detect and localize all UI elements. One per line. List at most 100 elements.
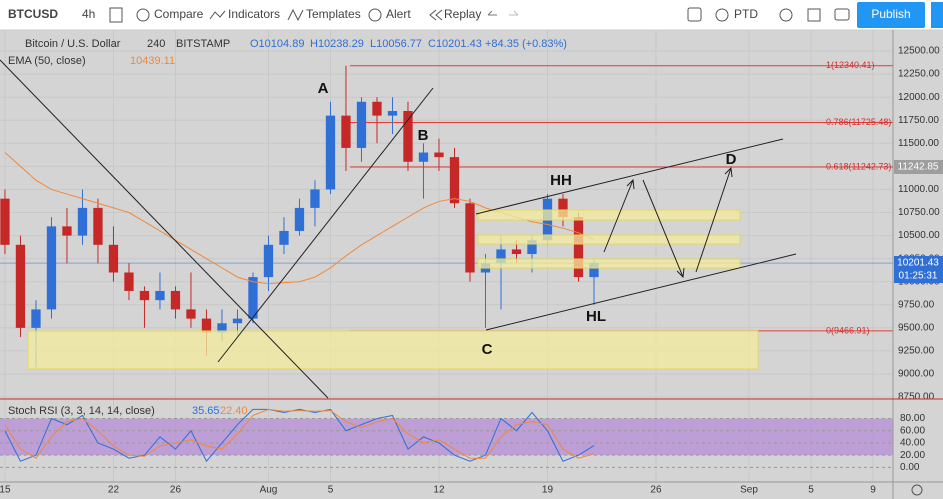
indicators[interactable]: Indicators [228, 7, 280, 21]
x-tick-label: Aug [260, 485, 278, 496]
candle-body [15, 244, 26, 328]
candle-body [325, 115, 336, 190]
fib-label: 0(9466.91) [826, 325, 870, 335]
templates-icon[interactable] [287, 8, 304, 22]
arrow [695, 166, 733, 273]
y-tick-label: 12250.00 [898, 69, 940, 80]
y-tick-label: 9750.00 [898, 299, 935, 310]
candle-body [186, 309, 196, 319]
x-tick-label: 26 [170, 485, 182, 496]
y-tick-label: 10750.00 [898, 207, 940, 218]
candle-body [108, 244, 119, 273]
templates[interactable]: Templates [306, 7, 361, 21]
trendline [217, 87, 434, 363]
candle-body [387, 110, 398, 116]
x-tick-label: 5 [808, 485, 814, 496]
publish[interactable]: Publish [871, 7, 910, 21]
ptd-icon[interactable] [715, 8, 729, 22]
y-tick-label: 9250.00 [898, 346, 935, 357]
countdown: 01:25:31 [899, 271, 938, 282]
settings[interactable] [779, 8, 793, 22]
replay[interactable]: Replay [444, 7, 481, 21]
redo[interactable] [509, 10, 519, 16]
legend-exchange: BITSTAMP [176, 38, 230, 50]
ema-value: 10439.11 [130, 55, 175, 67]
rsi-line [4, 408, 595, 463]
zone [477, 258, 741, 269]
last-price: 10201.43 [897, 258, 939, 269]
y-tick-label: 11750.00 [898, 115, 939, 126]
candle-body [31, 309, 41, 328]
replay-icon[interactable] [429, 9, 443, 21]
candle-body [418, 152, 429, 162]
candle-body [511, 249, 522, 255]
rsi-label: Stoch RSI (3, 3, 14, 14, close) [8, 405, 155, 417]
chart-type-icon[interactable] [109, 7, 123, 23]
candle-body [279, 230, 289, 245]
legend-interval: 240 [147, 38, 165, 50]
candle-body [496, 249, 506, 264]
indicators-icon[interactable] [209, 10, 226, 20]
y-tick-label: 12500.00 [898, 46, 940, 57]
drawings [0, 59, 797, 399]
channel-line [485, 253, 797, 331]
candle-body [46, 226, 57, 310]
candle-body [573, 217, 584, 278]
legend-close: C10201.43 [428, 38, 482, 50]
candle-body [155, 290, 165, 301]
plot: 8750.009000.009250.009500.009750.0010000… [0, 30, 940, 496]
x-tick-label: 15 [0, 485, 11, 496]
symbol-name: Bitcoin / U.S. Dollar [25, 38, 121, 50]
fullscreen[interactable] [807, 8, 821, 22]
candle-body [589, 263, 599, 278]
fib-label: 0.786(11725.48) [826, 117, 891, 127]
toolbar [0, 0, 943, 30]
candle-body [93, 207, 103, 245]
candle-body [0, 198, 10, 245]
rsi-d: 22.40 [220, 405, 248, 417]
x-tick-label: 19 [542, 485, 554, 496]
x-tick-label: 26 [650, 485, 662, 496]
candle-body [201, 318, 212, 333]
candle-body [449, 157, 460, 204]
channel-line [475, 138, 784, 215]
undo[interactable] [487, 10, 497, 16]
x-tick-label: 12 [433, 485, 445, 496]
publish-button[interactable] [857, 2, 925, 28]
candle-body [217, 323, 227, 333]
candle-body [310, 189, 320, 208]
snapshot[interactable] [834, 8, 850, 21]
axis-settings[interactable] [911, 484, 923, 496]
x-tick-label: 5 [328, 485, 334, 496]
trendline [0, 59, 329, 399]
layout-icon[interactable] [687, 7, 702, 22]
candle-body [139, 290, 150, 301]
fib-label: 0.618(11242.73) [826, 161, 891, 171]
compare-icon[interactable] [136, 8, 150, 22]
symbol[interactable]: BTCUSD [8, 7, 58, 21]
interval[interactable]: 4h [82, 7, 95, 21]
y-tick-label: 12000.00 [898, 92, 940, 103]
y-tick-label: 40.00 [900, 438, 925, 449]
compare[interactable]: Compare [154, 7, 204, 21]
wave-label: HH [550, 172, 572, 189]
candle-body [356, 101, 367, 148]
x-tick-label: Sep [740, 485, 758, 496]
y-tick-label: 20.00 [900, 450, 925, 461]
arrow [642, 179, 685, 279]
zone [477, 209, 741, 221]
candle-body [232, 318, 243, 324]
y-tick-label: 8750.00 [898, 392, 935, 403]
publish-menu[interactable] [931, 2, 943, 28]
candle-body [77, 207, 88, 236]
zone [27, 330, 759, 370]
y-tick-label: 9000.00 [898, 369, 935, 380]
alert[interactable]: Alert [386, 7, 411, 21]
rsi-k: 35.65 [192, 405, 220, 417]
y-tick-label: 11000.00 [898, 184, 939, 195]
candle-body [341, 115, 351, 148]
ptd[interactable]: PTD [734, 7, 758, 21]
alert-icon[interactable] [368, 8, 382, 22]
wave-label: C [482, 341, 493, 358]
